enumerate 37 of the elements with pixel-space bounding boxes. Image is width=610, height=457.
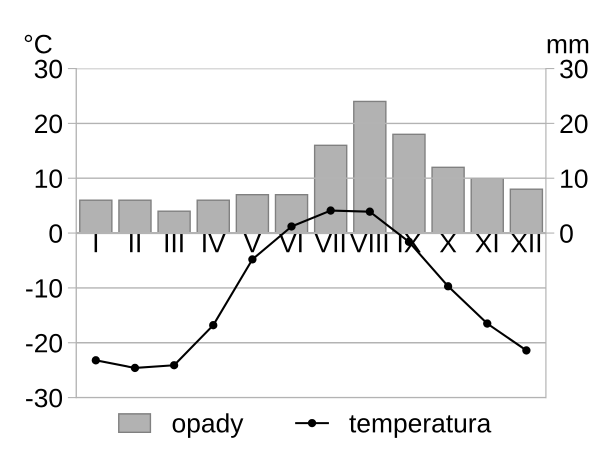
y2-tick-label: 0 [560, 224, 573, 243]
x-tick-label: III [166, 234, 183, 252]
point [209, 321, 218, 330]
y-tick-label: -20 [26, 334, 62, 353]
y-tick-label: 20 [35, 114, 62, 134]
point [326, 206, 335, 215]
point [248, 255, 257, 264]
point [444, 282, 452, 290]
x-tick-label: V [244, 234, 262, 252]
point [287, 222, 296, 231]
point [130, 364, 140, 372]
x-tick-label: XI [475, 234, 498, 252]
y-tick-label: 30 [34, 60, 62, 78]
y-tick-label: 10 [36, 169, 62, 188]
x-tick-label: X [440, 234, 456, 252]
y2-tick-label: 20 [560, 114, 588, 134]
y2-tick-label: 30 [560, 60, 588, 78]
point [92, 356, 100, 364]
y2-tick-label: 10 [561, 169, 588, 188]
y-tick-label: -10 [26, 279, 62, 298]
y-tick-label: 0 [49, 224, 62, 243]
x-tick-label: VII [314, 234, 344, 252]
y-axis-title: °C [24, 34, 52, 54]
legend-label: temperatura [349, 415, 492, 438]
y2-axis-title: mm [548, 39, 588, 54]
x-tick-label: VIII [350, 234, 388, 252]
legend-label: opady [172, 413, 244, 438]
point [522, 346, 531, 355]
point [366, 208, 374, 216]
x-tick-label: II [130, 234, 140, 252]
y-tick-label: -30 [26, 388, 62, 408]
point [170, 361, 178, 370]
x-tick-label: IV [203, 234, 226, 252]
x-tick-label: XII [510, 234, 540, 252]
x-tick-label: I [94, 234, 98, 252]
point [483, 319, 492, 328]
x-tick-label: VI [279, 234, 302, 252]
